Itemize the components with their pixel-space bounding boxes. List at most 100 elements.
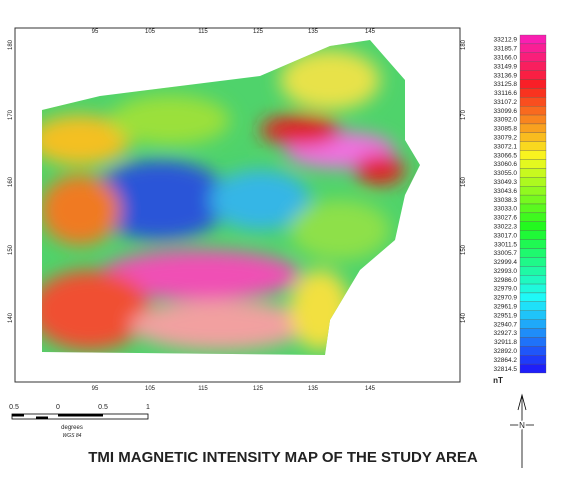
- legend-label: 33017.0: [494, 232, 518, 239]
- legend-swatch: [520, 266, 546, 275]
- left-tick-label: 140: [8, 312, 14, 323]
- legend-swatch: [520, 35, 546, 44]
- legend-label: 33049.3: [494, 179, 518, 186]
- legend-swatch: [520, 115, 546, 124]
- legend-label: 32961.9: [494, 304, 518, 311]
- legend-swatch: [520, 231, 546, 240]
- legend-unit: nT: [493, 376, 503, 385]
- legend-label: 32927.3: [494, 330, 518, 337]
- legend-label: 32993.0: [494, 268, 518, 275]
- legend-swatch: [520, 151, 546, 160]
- legend-label: 33022.3: [494, 223, 518, 230]
- legend-swatch: [520, 168, 546, 177]
- legend-label: 32892.0: [494, 348, 518, 355]
- legend-swatch: [520, 346, 546, 355]
- north-arrow: [510, 395, 534, 468]
- legend-label: 33033.0: [494, 206, 518, 213]
- bottom-tick-label: 115: [198, 386, 208, 392]
- legend-label: 33212.9: [494, 37, 518, 44]
- legend-swatch: [520, 186, 546, 195]
- legend-swatch: [520, 329, 546, 338]
- scale-label: 0: [56, 404, 60, 411]
- legend-label: 33166.0: [494, 54, 518, 61]
- scale-label: 0.5: [98, 404, 108, 411]
- right-tick-label: 150: [461, 244, 467, 255]
- map-title: TMI MAGNETIC INTENSITY MAP OF THE STUDY …: [88, 449, 478, 466]
- legend-label: 33099.6: [494, 108, 518, 115]
- legend-label: 33136.9: [494, 72, 518, 79]
- legend-label: 33060.6: [494, 161, 518, 168]
- legend-swatch: [520, 133, 546, 142]
- top-tick-label: 115: [198, 29, 208, 35]
- legend-label: 33011.5: [494, 241, 517, 248]
- legend-label: 32814.5: [494, 366, 518, 373]
- legend-label: 33038.3: [494, 197, 518, 204]
- legend-swatch: [520, 248, 546, 257]
- legend-swatch: [520, 62, 546, 71]
- scale-unit: degrees: [61, 425, 83, 431]
- legend-swatch: [520, 284, 546, 293]
- left-tick-label: 150: [8, 244, 14, 255]
- legend-label: 33125.8: [494, 81, 518, 88]
- legend-swatch: [520, 160, 546, 169]
- legend-swatch: [520, 364, 546, 373]
- legend-swatch: [520, 204, 546, 213]
- legend-swatch: [520, 44, 546, 53]
- legend-label: 33043.6: [494, 188, 518, 195]
- legend-label: 33072.1: [494, 143, 518, 150]
- legend-label: 33149.9: [494, 63, 518, 70]
- legend-swatch: [520, 222, 546, 231]
- legend-label: 33066.5: [494, 152, 518, 159]
- scale-label: 0.5: [9, 404, 19, 411]
- legend-swatch: [520, 124, 546, 133]
- scale-datum: WGS 84: [63, 433, 82, 439]
- legend-label: 33055.0: [494, 170, 518, 177]
- right-tick-label: 170: [461, 109, 467, 120]
- top-tick-label: 135: [308, 29, 319, 35]
- legend-swatch: [520, 257, 546, 266]
- legend-label: 32970.9: [494, 295, 518, 302]
- legend-swatch: [520, 240, 546, 249]
- legend-swatch: [520, 275, 546, 284]
- legend-swatch: [520, 79, 546, 88]
- left-tick-label: 170: [8, 109, 14, 120]
- legend-swatch: [520, 355, 546, 364]
- map-page: N nT degrees WGS 84 TMI MAGNETIC INTENSI…: [0, 0, 571, 482]
- left-tick-label: 180: [8, 39, 14, 50]
- legend-swatch: [520, 293, 546, 302]
- legend-label: 32864.2: [494, 357, 518, 364]
- legend-label: 33085.8: [494, 126, 518, 133]
- bottom-tick-label: 105: [145, 386, 156, 392]
- legend-label: 32986.0: [494, 277, 518, 284]
- legend-swatch: [520, 97, 546, 106]
- legend-label: 32940.7: [494, 321, 518, 328]
- legend-label: 33005.7: [494, 250, 518, 257]
- legend-swatch: [520, 311, 546, 320]
- bottom-tick-label: 95: [92, 386, 99, 392]
- legend-label: 33107.2: [494, 99, 518, 106]
- legend-swatch: [520, 71, 546, 80]
- legend-swatch: [520, 142, 546, 151]
- legend-label: 33079.2: [494, 135, 518, 142]
- legend-label: 33027.6: [494, 215, 518, 222]
- bottom-tick-label: 125: [253, 386, 264, 392]
- legend-swatch: [520, 106, 546, 115]
- legend-swatch: [520, 320, 546, 329]
- scale-label: 1: [146, 404, 150, 411]
- legend-swatch: [520, 195, 546, 204]
- legend-label: 32999.4: [494, 259, 518, 266]
- bottom-tick-label: 145: [365, 386, 376, 392]
- top-tick-label: 145: [365, 29, 376, 35]
- legend-label: 32911.8: [494, 339, 517, 346]
- bottom-tick-label: 135: [308, 386, 319, 392]
- legend-label: 33185.7: [494, 46, 518, 53]
- legend-swatch: [520, 88, 546, 97]
- left-tick-label: 160: [8, 176, 14, 187]
- legend-label: 32951.9: [494, 312, 518, 319]
- right-tick-label: 140: [461, 312, 467, 323]
- legend-swatch: [520, 177, 546, 186]
- legend-swatch: [520, 53, 546, 62]
- legend-swatch: [520, 213, 546, 222]
- legend-label: 33116.6: [494, 90, 517, 97]
- legend-swatch: [520, 302, 546, 311]
